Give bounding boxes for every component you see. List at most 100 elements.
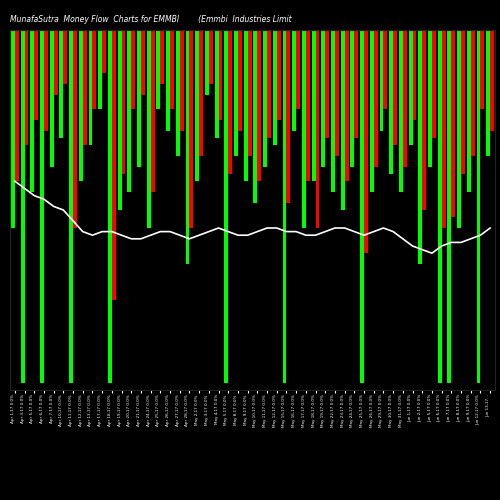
Bar xyxy=(166,30,170,131)
Bar xyxy=(263,30,267,167)
Bar xyxy=(476,30,480,383)
Bar xyxy=(254,30,258,203)
Bar xyxy=(102,30,106,73)
Bar xyxy=(50,30,53,167)
Bar xyxy=(205,30,209,95)
Bar xyxy=(286,30,290,203)
Bar xyxy=(322,30,326,167)
Bar xyxy=(480,30,484,109)
Bar xyxy=(108,30,112,383)
Bar xyxy=(60,30,64,138)
Bar xyxy=(360,30,364,383)
Text: MunafaSutra  Money Flow  Charts for EMMBI        (Emmbi  Industries Limit: MunafaSutra Money Flow Charts for EMMBI … xyxy=(10,15,292,24)
Bar xyxy=(190,30,194,228)
Bar xyxy=(467,30,471,192)
Bar xyxy=(147,30,150,228)
Bar xyxy=(316,30,320,228)
Bar xyxy=(408,30,412,145)
Bar xyxy=(486,30,490,156)
Bar xyxy=(15,30,18,181)
Bar xyxy=(364,30,368,253)
Bar xyxy=(312,30,316,181)
Bar xyxy=(30,30,34,192)
Bar xyxy=(234,30,238,156)
Bar xyxy=(306,30,310,181)
Bar xyxy=(69,30,73,383)
Bar xyxy=(79,30,83,181)
Bar xyxy=(224,30,228,383)
Bar xyxy=(248,30,252,156)
Bar xyxy=(335,30,339,156)
Bar xyxy=(471,30,474,156)
Bar xyxy=(452,30,455,217)
Bar xyxy=(11,30,15,228)
Bar xyxy=(228,30,232,174)
Bar xyxy=(258,30,261,181)
Bar xyxy=(180,30,184,131)
Bar xyxy=(20,30,24,383)
Bar xyxy=(92,30,96,109)
Bar xyxy=(150,30,154,192)
Bar xyxy=(438,30,442,383)
Bar xyxy=(170,30,174,109)
Bar xyxy=(267,30,271,138)
Bar xyxy=(34,30,38,120)
Bar xyxy=(199,30,203,156)
Bar xyxy=(461,30,465,174)
Bar xyxy=(442,30,446,228)
Bar xyxy=(292,30,296,131)
Bar xyxy=(131,30,135,109)
Bar xyxy=(128,30,132,192)
Bar xyxy=(428,30,432,167)
Bar xyxy=(176,30,180,156)
Bar xyxy=(141,30,145,95)
Bar xyxy=(390,30,393,174)
Bar xyxy=(238,30,242,131)
Bar xyxy=(422,30,426,210)
Bar xyxy=(370,30,374,192)
Bar xyxy=(98,30,102,109)
Bar xyxy=(341,30,344,210)
Bar xyxy=(209,30,212,84)
Bar xyxy=(24,30,28,145)
Bar xyxy=(432,30,436,138)
Bar xyxy=(344,30,348,181)
Bar xyxy=(196,30,199,181)
Bar xyxy=(186,30,190,264)
Bar xyxy=(64,30,67,84)
Bar xyxy=(384,30,388,109)
Bar xyxy=(448,30,452,383)
Bar xyxy=(403,30,406,167)
Bar xyxy=(44,30,48,131)
Bar xyxy=(137,30,141,167)
Bar xyxy=(83,30,86,145)
Bar xyxy=(218,30,222,120)
Bar xyxy=(457,30,461,228)
Bar xyxy=(412,30,416,120)
Bar xyxy=(393,30,397,145)
Bar xyxy=(118,30,122,210)
Bar xyxy=(122,30,126,174)
Bar xyxy=(112,30,116,300)
Bar xyxy=(73,30,77,228)
Bar xyxy=(418,30,422,264)
Bar xyxy=(326,30,329,138)
Bar xyxy=(54,30,58,95)
Bar xyxy=(399,30,403,192)
Bar xyxy=(282,30,286,383)
Bar xyxy=(350,30,354,167)
Bar xyxy=(244,30,248,181)
Bar xyxy=(160,30,164,84)
Bar xyxy=(88,30,92,145)
Bar xyxy=(331,30,335,192)
Bar xyxy=(277,30,280,120)
Bar xyxy=(273,30,277,145)
Bar xyxy=(302,30,306,228)
Bar xyxy=(354,30,358,138)
Bar xyxy=(490,30,494,131)
Bar xyxy=(156,30,160,109)
Bar xyxy=(296,30,300,109)
Bar xyxy=(374,30,378,167)
Bar xyxy=(40,30,44,383)
Bar xyxy=(380,30,384,131)
